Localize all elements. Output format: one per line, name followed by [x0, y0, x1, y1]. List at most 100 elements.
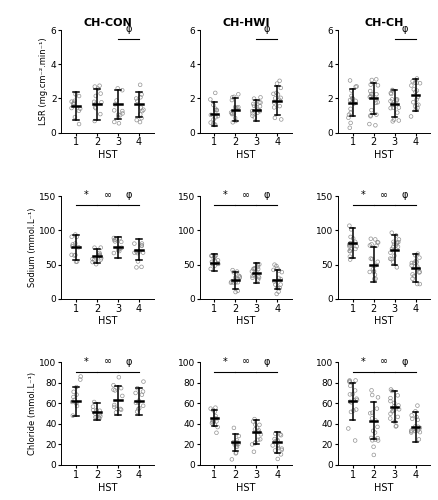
Point [351, 436, 358, 444]
Point [371, 416, 378, 424]
Point [351, 97, 358, 105]
Point [97, 90, 104, 98]
Point [415, 268, 422, 276]
Point [278, 444, 285, 452]
Text: φ: φ [401, 24, 407, 34]
Point [114, 110, 121, 118]
Point [346, 76, 353, 84]
Point [230, 110, 237, 118]
Point [116, 247, 123, 255]
Point [369, 442, 376, 450]
Point [351, 238, 358, 246]
Point [392, 232, 399, 239]
Point [373, 238, 380, 246]
X-axis label: HST: HST [374, 150, 393, 160]
Point [231, 103, 238, 111]
Point [346, 105, 353, 113]
Point [111, 100, 118, 108]
Point [386, 410, 393, 418]
Point [132, 398, 139, 406]
Point [367, 386, 374, 394]
Point [231, 440, 238, 448]
Point [133, 248, 140, 256]
Point [353, 396, 360, 404]
Point [346, 240, 353, 248]
Point [118, 86, 125, 94]
Point [345, 242, 352, 250]
Point [347, 408, 354, 416]
Point [207, 404, 214, 412]
Point [138, 242, 145, 250]
Point [110, 381, 117, 389]
Point [392, 422, 399, 430]
Point [110, 234, 117, 242]
Point [251, 420, 258, 428]
Point [394, 402, 401, 409]
Point [211, 408, 218, 416]
Point [412, 96, 419, 104]
Point [394, 238, 401, 246]
Point [250, 94, 257, 102]
Point [249, 265, 256, 273]
Point [230, 438, 237, 446]
Point [345, 222, 352, 230]
Point [89, 255, 96, 263]
Point [248, 440, 255, 448]
Point [390, 418, 397, 426]
Point [345, 242, 352, 250]
Point [68, 98, 75, 106]
Point [371, 270, 378, 278]
Point [367, 76, 374, 84]
Point [72, 251, 79, 259]
Point [413, 280, 420, 288]
Point [248, 274, 255, 281]
Point [277, 84, 284, 92]
Text: ∞: ∞ [103, 190, 111, 200]
Point [271, 430, 278, 438]
Point [386, 394, 393, 402]
Point [213, 260, 220, 268]
Point [234, 440, 241, 448]
Point [255, 98, 262, 106]
Point [77, 376, 84, 384]
Point [232, 278, 239, 286]
Point [228, 110, 235, 118]
Point [212, 106, 219, 114]
Point [411, 102, 418, 110]
Point [253, 424, 260, 432]
Point [133, 408, 140, 416]
Text: ∞: ∞ [241, 356, 249, 366]
Point [253, 108, 260, 116]
Point [349, 96, 356, 104]
Point [407, 259, 414, 267]
Point [214, 423, 221, 431]
Point [89, 402, 96, 410]
Point [411, 106, 418, 114]
Point [413, 262, 420, 270]
Point [408, 274, 415, 282]
Point [413, 423, 420, 431]
Point [134, 405, 141, 413]
Point [254, 272, 261, 280]
Point [389, 104, 396, 112]
Point [348, 98, 355, 106]
Point [349, 239, 356, 247]
Point [407, 426, 414, 434]
Point [387, 228, 394, 236]
Point [371, 274, 378, 282]
Point [70, 388, 77, 396]
Point [415, 254, 422, 262]
Point [69, 412, 76, 420]
Point [232, 442, 239, 450]
Point [232, 288, 239, 296]
Point [413, 74, 420, 82]
Point [273, 284, 280, 292]
Point [91, 117, 98, 125]
Point [68, 398, 75, 406]
Point [273, 436, 280, 444]
Point [371, 122, 378, 130]
Point [134, 398, 141, 406]
Point [388, 408, 395, 416]
Point [272, 262, 279, 270]
Point [373, 258, 380, 266]
